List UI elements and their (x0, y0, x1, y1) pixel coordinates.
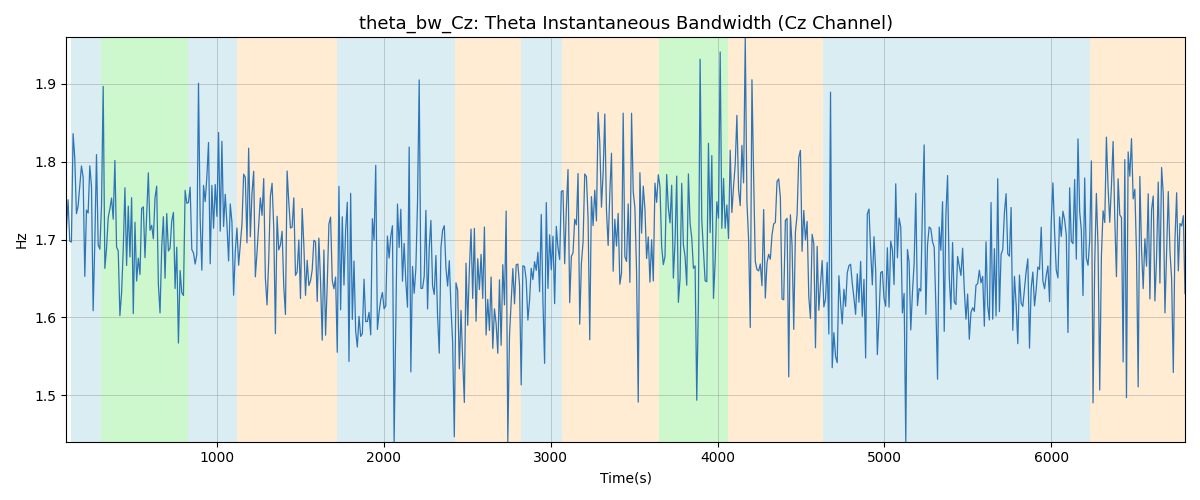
Y-axis label: Hz: Hz (16, 230, 29, 248)
Bar (1090, 38, 1184, 442)
Title: theta_bw_Cz: Theta Instantaneous Bandwidth (Cz Channel): theta_bw_Cz: Theta Instantaneous Bandwid… (359, 15, 893, 34)
Bar (563, 38, 659, 442)
Bar (659, 38, 727, 442)
Bar (456, 38, 521, 442)
Bar (823, 38, 1090, 442)
Bar (188, 38, 236, 442)
Bar (72, 38, 102, 442)
X-axis label: Time(s): Time(s) (600, 471, 652, 485)
Bar (727, 38, 823, 442)
Bar (337, 38, 401, 442)
Bar (236, 38, 337, 442)
Bar (521, 38, 563, 442)
Bar (401, 38, 456, 442)
Bar (102, 38, 188, 442)
